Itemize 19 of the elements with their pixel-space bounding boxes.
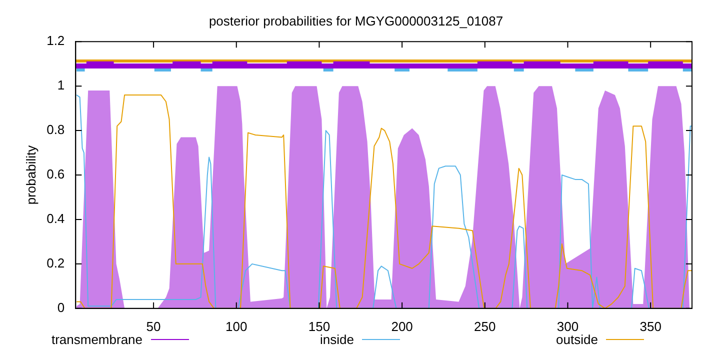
legend-label: inside xyxy=(320,332,354,346)
y-tick-label: 0 xyxy=(57,300,65,315)
y-tick-label: 0.6 xyxy=(46,166,65,182)
chart-title: posterior probabilities for MGYG000003125_01087 xyxy=(208,13,504,28)
x-tick-label: 350 xyxy=(640,318,662,334)
x-tick-label: 100 xyxy=(226,318,248,334)
legend-label: outside xyxy=(556,332,598,346)
x-tick-label: 50 xyxy=(146,318,161,334)
x-tick-label: 300 xyxy=(556,318,579,334)
y-tick-label: 0.2 xyxy=(46,256,65,271)
y-tick-label: 1 xyxy=(57,78,65,93)
y-tick-label: 0.8 xyxy=(46,122,65,138)
y-axis-title: probability xyxy=(23,144,38,205)
y-tick-label: 0.4 xyxy=(46,211,65,226)
x-tick-label: 150 xyxy=(308,318,330,334)
legend-label: transmembrane xyxy=(51,332,143,346)
x-tick-label: 200 xyxy=(391,318,413,334)
x-tick-label: 250 xyxy=(474,318,496,334)
y-tick-label: 1.2 xyxy=(46,33,65,48)
